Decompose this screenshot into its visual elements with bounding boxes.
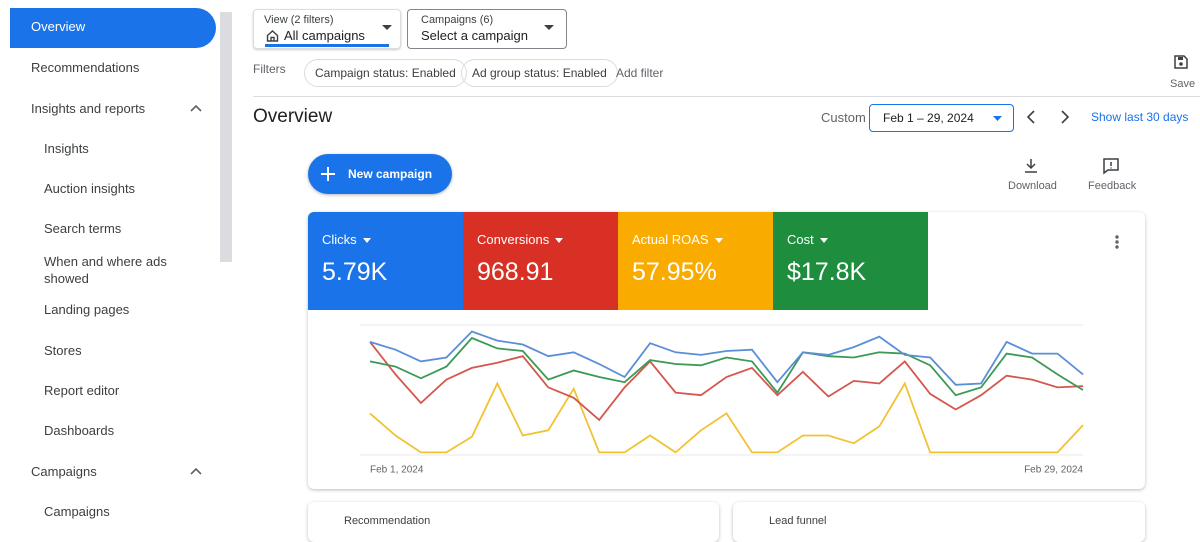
date-picker[interactable]: Feb 1 – 29, 2024 — [869, 104, 1014, 132]
caret — [714, 238, 723, 244]
view-dropdown[interactable]: View (2 filters) All campaigns — [253, 9, 401, 49]
line-chart: Feb 1, 2024 Feb 29, 2024 — [360, 324, 1084, 476]
nav-item[interactable]: Overview — [31, 19, 86, 34]
scorecard-value: 968.91 — [477, 258, 554, 286]
next-arrow[interactable] — [1059, 109, 1071, 125]
card-title: Recommendation — [344, 515, 431, 527]
campaign-dropdown[interactable]: Campaigns (6) Select a campaign — [407, 9, 567, 49]
dropdown-value: Select a campaign — [421, 28, 528, 43]
new-campaign-button[interactable]: New campaign — [308, 154, 452, 194]
scorecard-value: 57.95% — [632, 258, 717, 286]
page-title: Overview — [253, 106, 333, 127]
feedback-icon[interactable] — [1102, 157, 1120, 175]
scorecard[interactable]: Clicks 5.79K — [308, 212, 463, 310]
nav-item[interactable]: When and where ads showed — [44, 254, 167, 286]
filters-label: Filters — [253, 62, 286, 76]
caret — [819, 238, 828, 244]
prev-arrow[interactable] — [1025, 109, 1037, 125]
nav-section[interactable]: Insights and reports — [31, 101, 146, 116]
add-filter[interactable]: Add filter — [616, 66, 664, 80]
filter-chip[interactable]: Campaign status: Enabled — [304, 59, 467, 87]
scorecard-value: 5.79K — [322, 258, 388, 286]
scorecard[interactable]: Conversions 968.91 — [463, 212, 618, 310]
scorecard[interactable]: Cost $17.8K — [773, 212, 928, 310]
overview-card: Clicks 5.79K Conversions 968.91 Actual ROAS 5… — [308, 212, 1145, 489]
series-line — [369, 381, 1084, 454]
save-label[interactable]: Save — [1170, 78, 1196, 90]
scorecard-label: Cost — [787, 232, 828, 247]
scorecard-label: Conversions — [477, 232, 564, 247]
dropdown-label: View (2 filters) — [264, 14, 334, 26]
dropdown-value: All campaigns — [284, 28, 365, 43]
caret — [544, 25, 554, 30]
card-title: Lead funnel — [769, 515, 827, 527]
series-line — [369, 336, 1084, 397]
download-label[interactable]: Download — [1008, 180, 1057, 192]
nav-item[interactable]: Campaigns — [44, 504, 110, 519]
nav-item[interactable]: Auction insights — [44, 181, 136, 196]
page: { "sidebar": {"items": ["Overview","Reco… — [0, 0, 1200, 527]
nav-section[interactable]: Campaigns — [31, 464, 97, 479]
x-tick-label: Feb 1, 2024 — [370, 465, 424, 476]
filter-chip[interactable]: Ad group status: Enabled — [461, 59, 618, 87]
nav-active-pill[interactable] — [10, 8, 216, 48]
caret — [382, 25, 392, 30]
nav-item[interactable]: Landing pages — [44, 302, 130, 317]
home-icon — [266, 30, 279, 42]
divider — [253, 96, 1200, 97]
caret — [993, 116, 1002, 121]
chevron-up[interactable] — [190, 103, 202, 113]
lead-funnel-card: Lead funnel — [733, 502, 1145, 542]
caret — [362, 238, 371, 244]
plus-icon — [321, 167, 335, 181]
nav-item[interactable]: Recommendations — [31, 60, 140, 75]
screen: Overview Recommendations Insights and re… — [0, 0, 1200, 527]
nav-item[interactable]: Insights — [44, 141, 89, 156]
show-last-link[interactable]: Show last 30 days — [1091, 110, 1189, 124]
nav-item[interactable]: Dashboards — [44, 423, 115, 438]
scrollbar[interactable] — [220, 12, 232, 262]
button-label: New campaign — [348, 167, 433, 181]
x-tick-label: Feb 29, 2024 — [1024, 465, 1083, 476]
download-icon[interactable] — [1023, 158, 1039, 174]
scorecard-value: $17.8K — [787, 258, 867, 286]
sidebar: Overview Recommendations Insights and re… — [0, 0, 232, 521]
dropdown-label: Campaigns (6) — [421, 14, 494, 26]
scorecard[interactable]: Actual ROAS 57.95% — [618, 212, 773, 310]
feedback-label[interactable]: Feedback — [1088, 180, 1137, 192]
nav-item[interactable]: Report editor — [44, 383, 120, 398]
scorecard-label: Actual ROAS — [632, 232, 723, 247]
chevron-up[interactable] — [190, 466, 202, 476]
nav-item[interactable]: Search terms — [44, 221, 122, 236]
date-range: Feb 1 – 29, 2024 — [883, 111, 974, 125]
recommendation-card: Recommendation — [308, 502, 719, 542]
range-label: Custom — [821, 110, 866, 125]
series-line — [369, 341, 1084, 422]
save-icon[interactable] — [1173, 54, 1189, 70]
series-line — [369, 330, 1084, 386]
more-menu[interactable] — [1114, 234, 1120, 250]
active-underline — [265, 44, 389, 47]
nav-item[interactable]: Stores — [44, 343, 82, 358]
caret — [555, 238, 564, 244]
scorecard-label: Clicks — [322, 232, 371, 247]
